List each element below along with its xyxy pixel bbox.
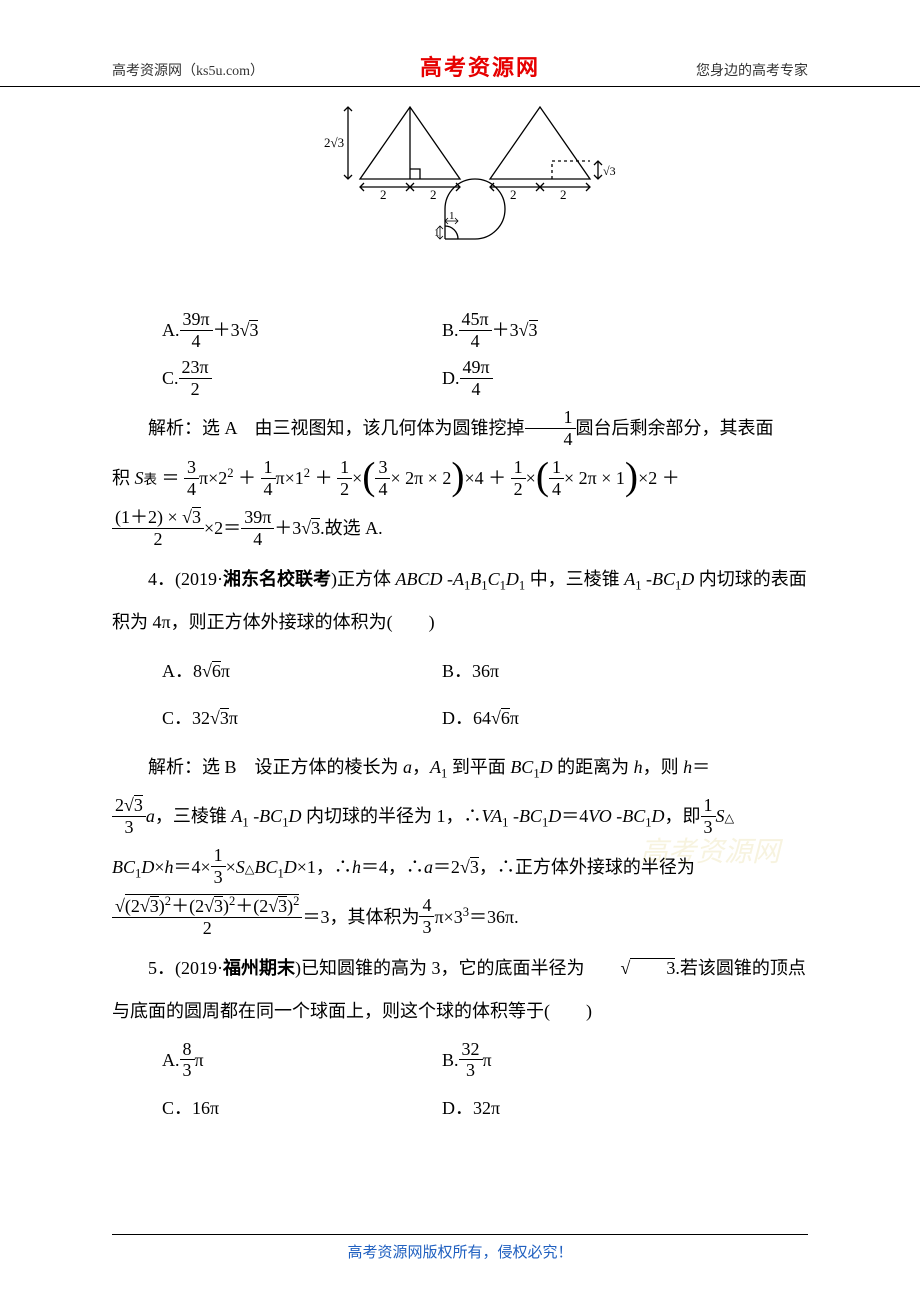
q3-options-row2: C.23π2 D.49π4 <box>162 357 808 401</box>
q3-option-a: A.39π4＋3√3 <box>162 309 442 353</box>
q5-option-a: A.83π <box>162 1039 442 1083</box>
q4-stem: 4．(2019·湘东名校联考)正方体 ABCD -A1B1C1D1 中，三棱锥 … <box>112 558 808 644</box>
three-views-svg: 2√3 2 2 <box>300 99 620 279</box>
q5-option-c: C．16π <box>162 1087 442 1130</box>
q3-explanation-1: 解析：选 A 由三视图知，该几何体为圆锥挖掉14圆台后剩余部分，其表面 <box>112 407 808 451</box>
header-center-logo: 高考资源网 <box>420 50 540 82</box>
q5-options-row2: C．16π D．32π <box>162 1087 808 1130</box>
opt-label: D. <box>442 368 460 388</box>
q3-explanation-3: (1＋2) × √32×2＝39π4＋3√3.故选 A. <box>112 507 808 551</box>
header-left: 高考资源网（ks5u.com） <box>112 60 264 80</box>
fig-height-label: 2√3 <box>324 135 344 150</box>
q4-explanation-3: BC1D×h＝4×13×S△BC1D×1，∴h＝4，∴a＝2√3，∴正方体外接球… <box>112 846 808 890</box>
q5-options-row1: A.83π B.323π <box>162 1039 808 1083</box>
q5-option-b: B.323π <box>442 1039 722 1083</box>
opt-label: A. <box>162 320 180 340</box>
fig-side-base-2: 2 <box>560 187 567 202</box>
content-area: 2√3 2 2 <box>0 99 920 1130</box>
three-view-figures: 2√3 2 2 <box>112 99 808 295</box>
q4-explanation-2: 2√33a，三棱锥 A1 -BC1D 内切球的半径为 1，∴VA1 -BC1D＝… <box>112 795 808 839</box>
fig-side-height: √3 <box>603 164 616 178</box>
page-footer: 高考资源网版权所有，侵权必究！ <box>112 1234 808 1262</box>
fig-top-label-2: 1 <box>434 227 440 239</box>
q3-option-d: D.49π4 <box>442 357 722 401</box>
q3-explanation-2: 积 S表 ＝ 34π×22 ＋ 14π×12 ＋ 12×(34× 2π × 2)… <box>112 457 808 501</box>
q5-option-d: D．32π <box>442 1087 722 1130</box>
q4-options-row2: C．32√3π D．64√6π <box>162 697 808 740</box>
q3-options-row1: A.39π4＋3√3 B.45π4＋3√3 <box>162 309 808 353</box>
q4-explanation-1: 解析：选 B 设正方体的棱长为 a，A1 到平面 BC1D 的距离为 h，则 h… <box>112 746 808 789</box>
q4-explanation-4: √(2√3)2＋(2√3)2＋(2√3)22＝3，其体积为43π×33＝36π. <box>112 896 808 941</box>
fig-top-label-1: 1 <box>449 210 455 222</box>
fig-base-label-2: 2 <box>430 187 437 202</box>
q4-option-b: B．36π <box>442 650 722 693</box>
page-header: 高考资源网（ks5u.com） 高考资源网 您身边的高考专家 <box>0 0 920 87</box>
opt-label: B. <box>442 320 459 340</box>
q4-option-a: A．8√6π <box>162 650 442 693</box>
q4-options-row1: A．8√6π B．36π <box>162 650 808 693</box>
q4-option-c: C．32√3π <box>162 697 442 740</box>
q5-source-bold: 福州期末 <box>223 958 295 978</box>
fig-side-base-1: 2 <box>510 187 517 202</box>
q5-stem: 5．(2019·福州期末)已知圆锥的高为 3，它的底面半径为√3.若该圆锥的顶点… <box>112 947 808 1033</box>
q4-source-bold: 湘东名校联考 <box>223 569 331 589</box>
opt-label: C. <box>162 368 179 388</box>
q4-option-d: D．64√6π <box>442 697 722 740</box>
q3-option-b: B.45π4＋3√3 <box>442 309 722 353</box>
header-right: 您身边的高考专家 <box>696 60 808 80</box>
fig-base-label-1: 2 <box>380 187 387 202</box>
q3-option-c: C.23π2 <box>162 357 442 401</box>
